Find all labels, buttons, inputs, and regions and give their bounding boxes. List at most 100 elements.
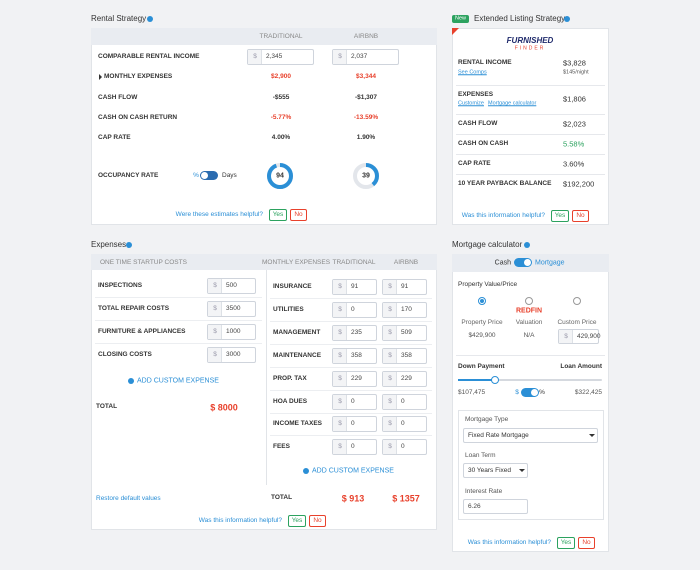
yes-label: Yes — [291, 516, 303, 524]
text-input[interactable]: $0 — [382, 416, 427, 433]
toggle-knob — [201, 172, 208, 179]
option-value: $429,900 — [468, 331, 496, 339]
row-label: MAINTENANCE — [273, 351, 322, 359]
currency-prefix — [383, 348, 397, 363]
text-input[interactable]: $91 — [382, 279, 427, 295]
text-input[interactable]: $0 — [382, 439, 427, 456]
expand-caret[interactable] — [99, 74, 102, 80]
text-input[interactable]: $0 — [332, 439, 377, 456]
add-icon[interactable] — [128, 378, 134, 384]
unit-option: % — [193, 171, 199, 179]
add-expense-link[interactable]: ADD CUSTOM EXPENSE — [312, 467, 394, 475]
yes-button[interactable]: Yes — [557, 537, 575, 549]
row-divider — [456, 85, 605, 86]
text-input[interactable]: $1000 — [207, 324, 256, 340]
unit-option: Days — [222, 171, 237, 179]
link[interactable]: Customize — [458, 100, 484, 107]
no-button[interactable]: No — [578, 537, 595, 549]
text-input[interactable]: $0 — [332, 416, 377, 433]
toggle-switch[interactable] — [200, 171, 218, 180]
link[interactable]: See Comps — [458, 69, 487, 76]
row-label: RENTAL INCOME — [458, 58, 512, 66]
no-button[interactable]: No — [572, 210, 589, 222]
currency-prefix — [208, 279, 222, 293]
text-input[interactable]: $0 — [332, 301, 377, 318]
row-divider — [270, 298, 432, 299]
text-input[interactable]: $235 — [332, 324, 377, 341]
text-input[interactable]: $358 — [332, 347, 377, 364]
text-input[interactable]: $170 — [382, 301, 427, 318]
text-input[interactable]: $0 — [382, 393, 427, 410]
loan-amount-value: $322,425 — [574, 388, 602, 396]
row-value: 1.90% — [356, 133, 376, 141]
yes-label: Yes — [272, 210, 284, 218]
text-input[interactable]: $358 — [382, 347, 427, 364]
toggle-switch[interactable] — [521, 388, 539, 397]
info-icon — [564, 16, 570, 22]
currency-prefix — [559, 330, 573, 343]
column-divider — [266, 270, 267, 485]
text-input[interactable]: $500 — [207, 278, 256, 294]
input-value: 0 — [351, 305, 355, 313]
radio[interactable] — [525, 297, 533, 305]
column-header: TRADITIONAL — [332, 258, 376, 266]
logo-text: FURNISHED — [506, 36, 554, 45]
field-label: Mortgage Type — [465, 415, 509, 423]
row-value: 3.60% — [563, 159, 585, 169]
no-label: No — [294, 210, 303, 218]
text-input[interactable]: $509 — [382, 324, 427, 341]
currency-prefix — [383, 440, 397, 455]
toggle-switch[interactable] — [514, 258, 532, 267]
select[interactable]: Fixed Rate Mortgage — [463, 428, 598, 443]
currency-prefix — [383, 417, 397, 432]
yes-label: Yes — [560, 538, 572, 546]
total-value: $ 913 — [341, 493, 365, 504]
column-header: TRADITIONAL — [259, 32, 303, 40]
down-payment-value: $107,475 — [458, 388, 486, 396]
table-header — [91, 254, 437, 270]
occupancy-donut — [267, 163, 293, 189]
row-label: CAP RATE — [98, 133, 131, 141]
text-input[interactable]: $229 — [382, 370, 427, 387]
add-icon[interactable] — [303, 468, 309, 474]
add-expense-link[interactable]: ADD CUSTOM EXPENSE — [137, 377, 219, 385]
currency-symbol: $ — [253, 52, 257, 60]
slider-knob[interactable] — [491, 376, 499, 384]
currency-symbol: $ — [388, 305, 392, 313]
text-input[interactable]: $3500 — [207, 301, 256, 317]
text-input[interactable]: 6.26 — [463, 499, 528, 514]
feedback-question: Were these estimates helpful? — [175, 210, 263, 218]
input-value: 0 — [351, 420, 355, 428]
yes-button[interactable]: Yes — [269, 209, 287, 221]
toggle-knob — [531, 389, 538, 396]
panel — [91, 254, 437, 530]
text-input[interactable]: $3000 — [207, 347, 256, 363]
text-input[interactable]: $229 — [332, 370, 377, 387]
no-button[interactable]: No — [309, 515, 326, 527]
text-input[interactable]: $0 — [332, 393, 377, 410]
text-input[interactable]: $91 — [332, 279, 377, 295]
info-icon — [524, 242, 530, 248]
currency-prefix — [383, 394, 397, 409]
row-label: INSURANCE — [273, 282, 312, 290]
text-input[interactable]: $2,037 — [332, 49, 399, 65]
link[interactable]: Mortgage calculator — [487, 100, 537, 107]
currency-symbol: $ — [338, 397, 342, 405]
currency-prefix — [333, 440, 347, 455]
no-button[interactable]: No — [290, 209, 307, 221]
yes-button[interactable]: Yes — [288, 515, 306, 527]
restore-link[interactable]: Restore default values — [96, 494, 161, 502]
select[interactable]: 30 Years Fixed — [463, 463, 528, 478]
no-label: No — [576, 211, 585, 219]
text-input[interactable]: $2,345 — [247, 49, 314, 65]
option-label: Property Price — [461, 318, 503, 326]
radio[interactable] — [573, 297, 581, 305]
row-label: TOTAL REPAIR COSTS — [98, 304, 170, 312]
yes-button[interactable]: Yes — [551, 210, 569, 222]
slider-track — [458, 379, 602, 381]
text-input[interactable]: $429,900 — [558, 329, 601, 344]
currency-prefix — [333, 325, 347, 340]
radio[interactable] — [478, 297, 486, 305]
input-value: 229 — [401, 374, 412, 382]
